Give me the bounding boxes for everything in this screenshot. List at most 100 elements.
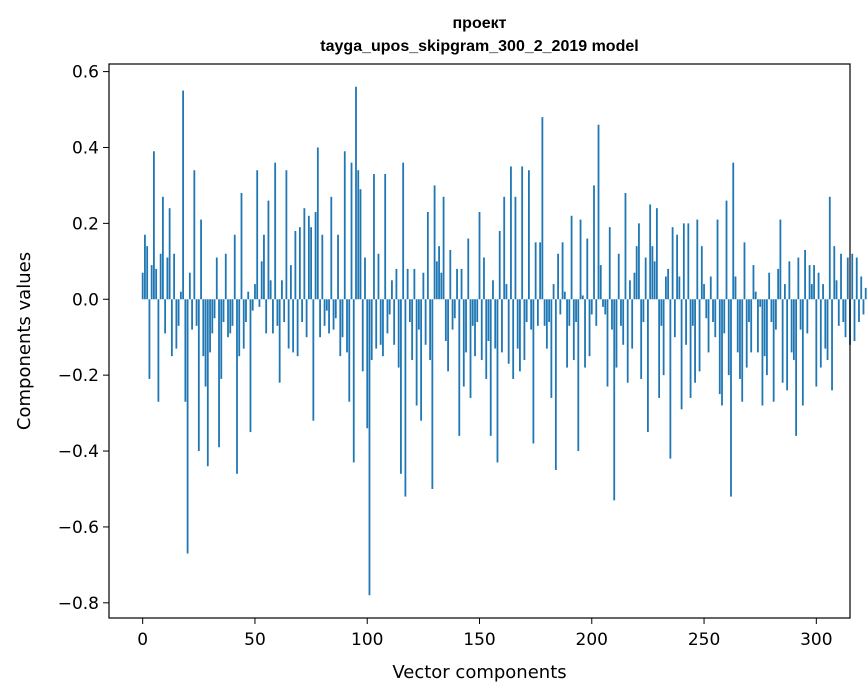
bar bbox=[346, 299, 348, 353]
chart-title-line-2: tayga_upos_skipgram_300_2_2019 model bbox=[320, 38, 638, 55]
bar bbox=[781, 299, 784, 383]
bar bbox=[391, 280, 393, 300]
bar bbox=[707, 299, 710, 353]
bar bbox=[761, 299, 764, 406]
bar bbox=[846, 257, 849, 300]
bar bbox=[281, 280, 283, 300]
bar bbox=[144, 234, 146, 300]
bar bbox=[593, 185, 595, 300]
bar bbox=[494, 299, 497, 349]
bar bbox=[341, 299, 344, 338]
bar bbox=[687, 223, 690, 300]
bar bbox=[285, 170, 288, 300]
bar bbox=[204, 299, 207, 387]
bar bbox=[550, 299, 553, 398]
bar bbox=[725, 200, 728, 300]
bar bbox=[274, 162, 277, 300]
bar bbox=[359, 189, 362, 300]
bar bbox=[310, 227, 312, 300]
bar bbox=[325, 299, 328, 311]
bar bbox=[624, 193, 627, 300]
bar bbox=[689, 299, 692, 398]
bar bbox=[503, 196, 506, 300]
bar bbox=[301, 299, 304, 323]
bar bbox=[696, 219, 699, 300]
bar bbox=[754, 291, 757, 300]
bar bbox=[395, 268, 398, 300]
x-tick-label: 100 bbox=[351, 630, 383, 650]
bar bbox=[768, 272, 771, 300]
bar bbox=[844, 299, 847, 338]
bar bbox=[200, 219, 202, 300]
bar bbox=[312, 299, 315, 421]
bar bbox=[523, 299, 526, 360]
bar bbox=[633, 272, 636, 300]
bar bbox=[860, 276, 863, 300]
bar bbox=[294, 230, 297, 300]
bar bbox=[716, 219, 719, 300]
bar bbox=[853, 299, 856, 341]
bar bbox=[184, 299, 187, 402]
bar bbox=[422, 272, 425, 300]
x-tick-label: 250 bbox=[688, 630, 720, 650]
bar bbox=[370, 299, 373, 360]
bar bbox=[247, 291, 250, 300]
bar bbox=[224, 253, 227, 300]
bar bbox=[330, 196, 333, 300]
bar bbox=[752, 265, 755, 300]
bar bbox=[714, 299, 717, 338]
bar bbox=[303, 208, 306, 300]
bar bbox=[813, 265, 815, 300]
bar bbox=[153, 151, 155, 300]
bar bbox=[700, 246, 703, 300]
bar bbox=[424, 299, 427, 345]
bar bbox=[256, 170, 259, 300]
bar bbox=[712, 299, 714, 323]
bar bbox=[709, 276, 712, 300]
bar bbox=[743, 242, 746, 300]
bar bbox=[352, 299, 355, 463]
bar bbox=[236, 299, 238, 474]
bar bbox=[736, 299, 739, 353]
bar bbox=[231, 299, 234, 326]
bar bbox=[797, 257, 800, 300]
bar bbox=[833, 246, 836, 300]
bar bbox=[534, 242, 537, 300]
bar bbox=[379, 299, 382, 345]
bar bbox=[435, 261, 438, 300]
bar bbox=[467, 238, 470, 300]
bar bbox=[586, 238, 589, 300]
bar bbox=[276, 299, 279, 326]
bar bbox=[339, 299, 342, 357]
bar bbox=[155, 268, 158, 300]
bar bbox=[658, 299, 661, 398]
bar bbox=[433, 185, 436, 300]
bar bbox=[289, 265, 292, 300]
bar bbox=[292, 299, 295, 353]
y-axis-label: Components values bbox=[14, 252, 35, 430]
bar bbox=[449, 249, 452, 300]
bar bbox=[864, 287, 867, 300]
bar bbox=[298, 227, 301, 300]
bar bbox=[411, 299, 414, 360]
bar bbox=[332, 299, 335, 330]
bar bbox=[227, 299, 229, 338]
bar bbox=[748, 299, 750, 323]
bar bbox=[842, 299, 845, 323]
bar bbox=[822, 284, 824, 300]
bar bbox=[664, 276, 667, 300]
bar bbox=[209, 299, 211, 353]
bar bbox=[510, 166, 512, 300]
y-tick-label: −0.6 bbox=[58, 518, 99, 538]
x-tick-label: 0 bbox=[137, 630, 148, 650]
y-tick-label: 0.0 bbox=[72, 290, 99, 310]
bar-series bbox=[141, 86, 867, 596]
bar bbox=[541, 117, 544, 300]
bar bbox=[348, 299, 351, 402]
bar bbox=[678, 276, 681, 300]
bar bbox=[164, 299, 167, 334]
bar bbox=[855, 257, 858, 300]
bar bbox=[685, 299, 687, 345]
bar bbox=[498, 230, 501, 300]
